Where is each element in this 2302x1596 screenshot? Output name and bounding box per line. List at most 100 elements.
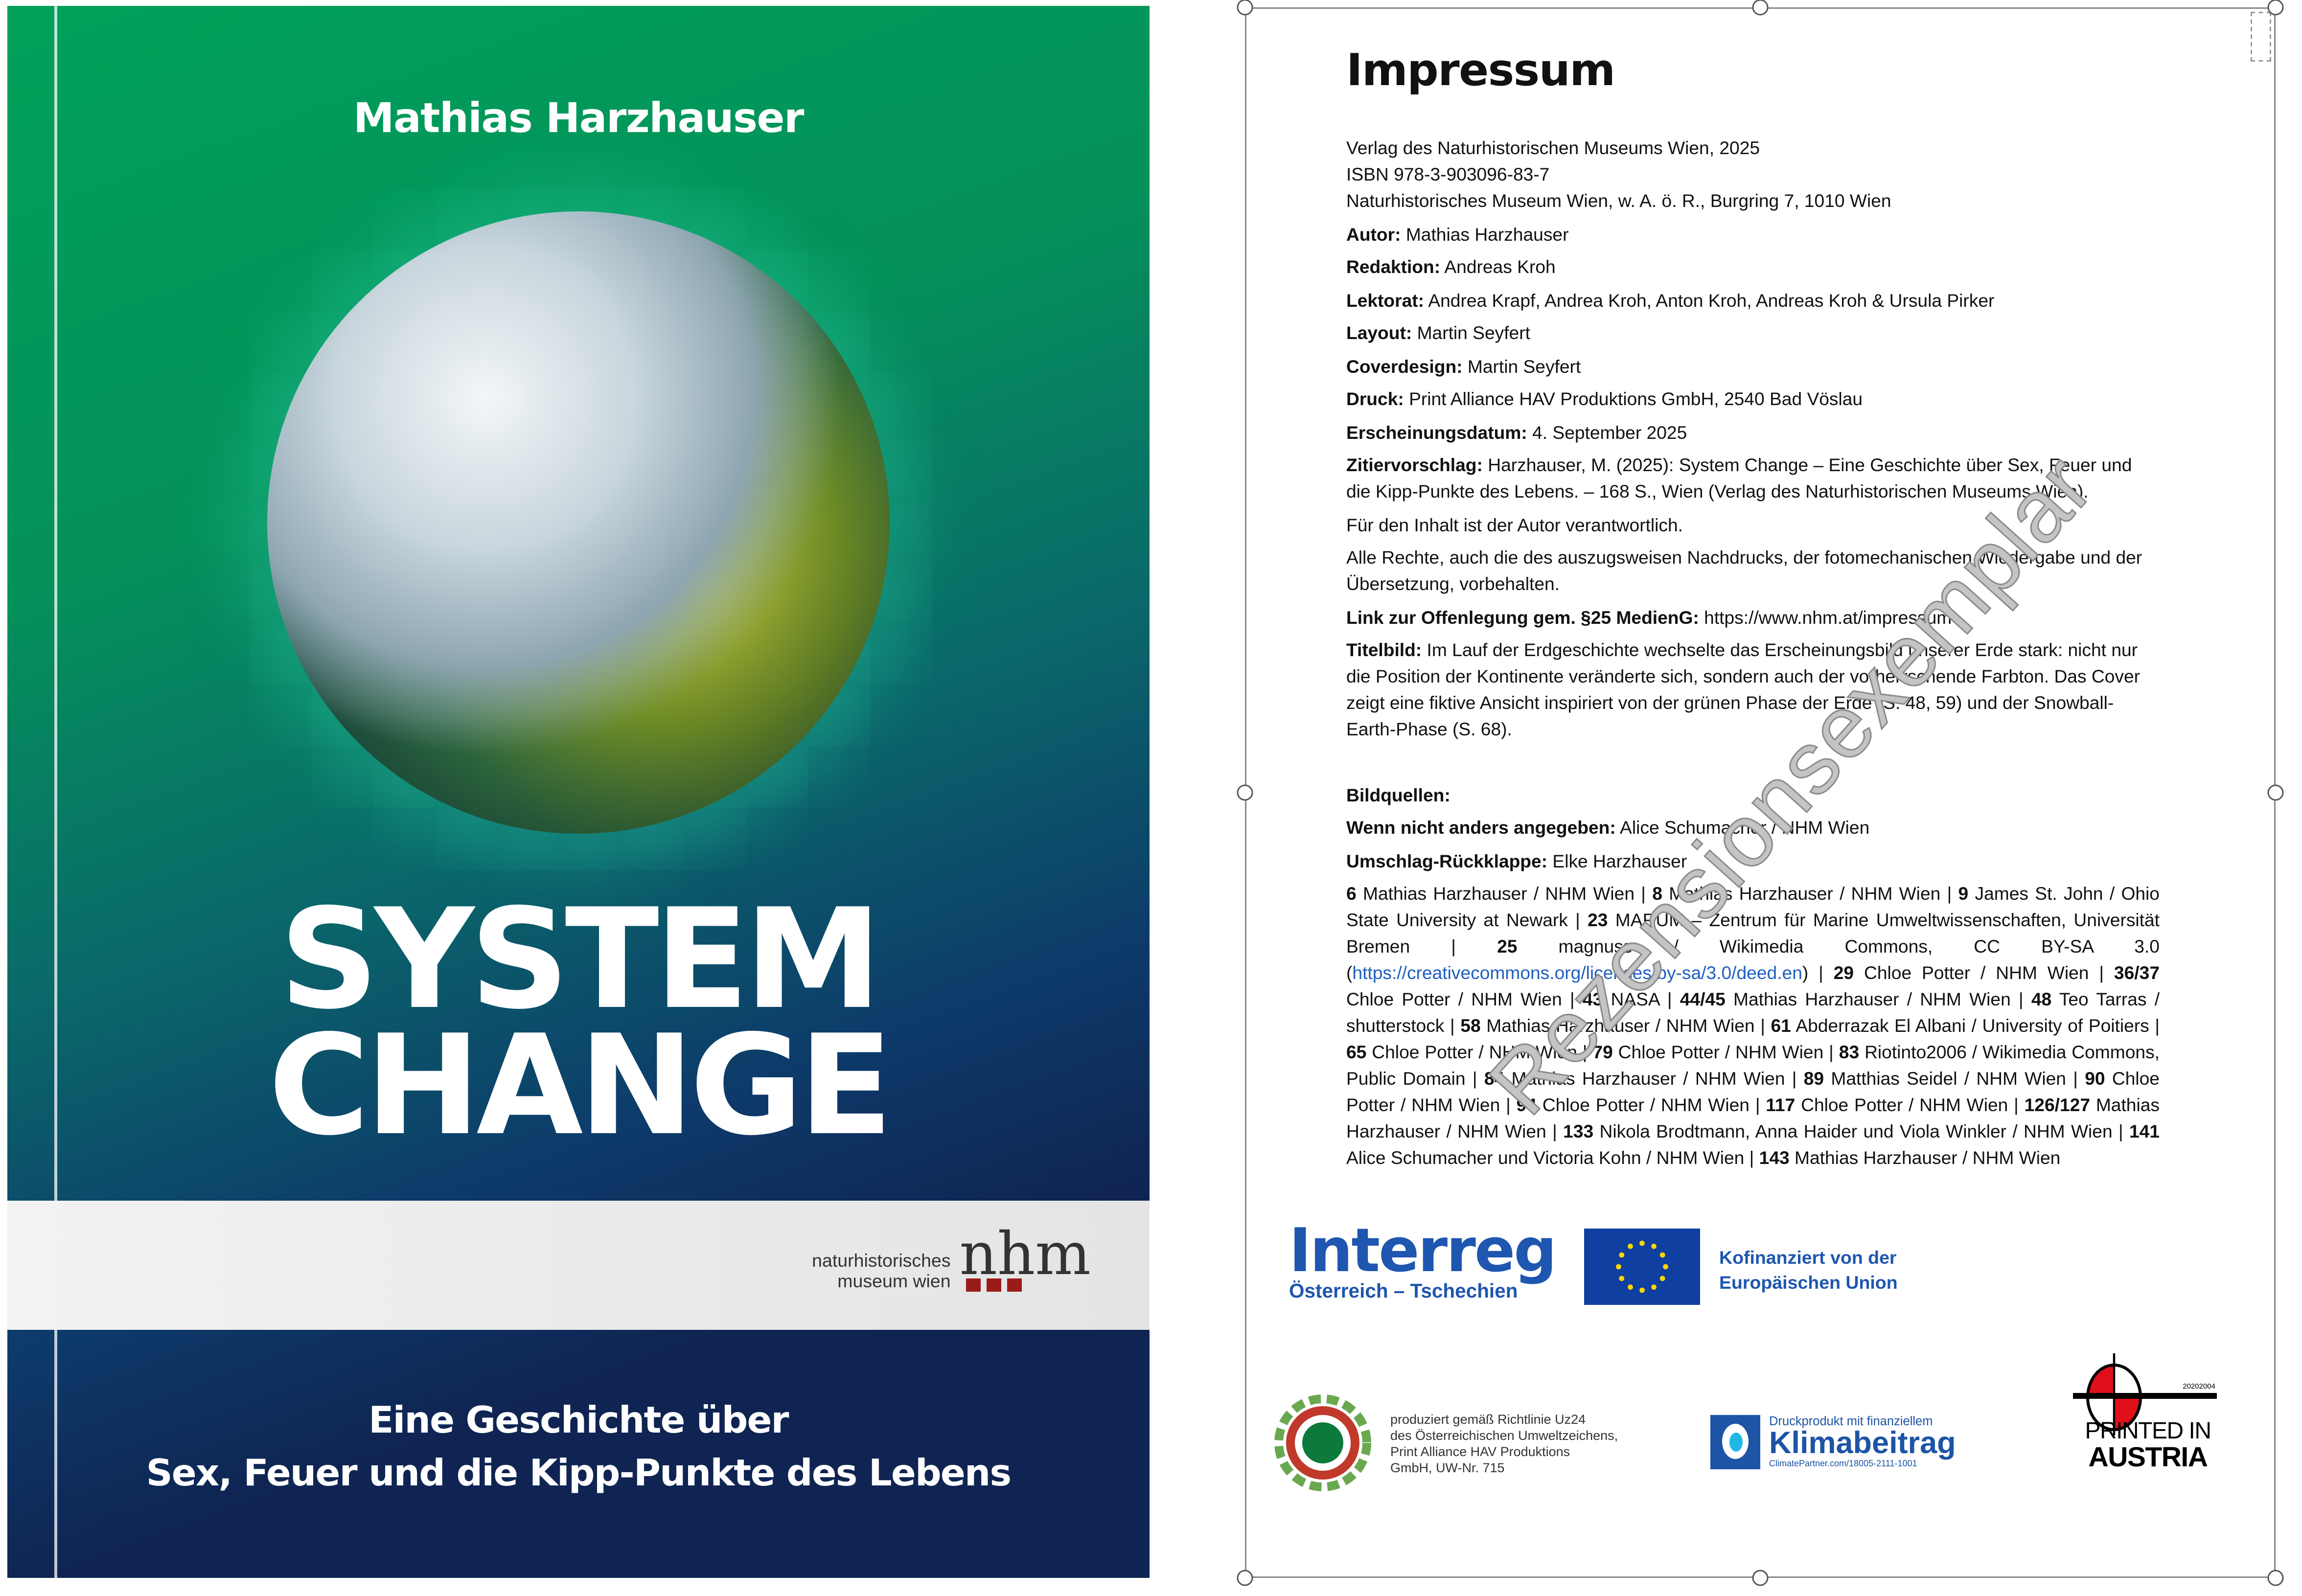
credit-page: 83 (1839, 1042, 1860, 1063)
credit-page: 8 (1652, 884, 1662, 904)
credit-page: 65 (1346, 1042, 1367, 1063)
credit-source: Mathias Harzhauser / NHM Wien (1789, 1148, 2061, 1168)
impressum-field: Coverdesign: Martin Seyfert (1346, 356, 1581, 377)
cover-subtitle: Eine Geschichte über Sex, Feuer und die … (146, 1399, 1012, 1494)
umweltzeichen-logo-icon (1274, 1394, 1371, 1491)
credit-page: 126/127 (2024, 1095, 2091, 1116)
credit-page: 9 (1958, 884, 1969, 904)
resize-handle-w[interactable] (1237, 784, 1253, 801)
eu-star (1616, 1264, 1621, 1270)
resize-handle-e[interactable] (2267, 784, 2284, 801)
resize-handle-s[interactable] (1752, 1570, 1769, 1586)
credit-page: 90 (2085, 1069, 2105, 1089)
credit-page: 58 (1460, 1016, 1481, 1036)
resize-handle-se[interactable] (2267, 1570, 2284, 1586)
klimabeitrag-logo: Druckprodukt mit finanziellem Klimabeitr… (1710, 1414, 1956, 1469)
interreg-logo: Interreg Österreich – Tschechien (1289, 1215, 1557, 1302)
impressum-field: Layout: Martin Seyfert (1346, 323, 1530, 343)
credit-page: 36/37 (2114, 963, 2160, 983)
eu-star (1663, 1264, 1668, 1270)
impressum-content: Impressum Verlag des Naturhistorischen M… (1346, 44, 2160, 1178)
impressum-field: Erscheinungsdatum: 4. September 2025 (1346, 422, 1687, 443)
climatepartner-icon (1710, 1414, 1760, 1469)
image-sources-heading: Bildquellen: (1346, 784, 1450, 805)
eu-star (1639, 1240, 1645, 1246)
credit-page: 143 (1759, 1148, 1790, 1168)
credit-page: 61 (1771, 1016, 1791, 1036)
cover-title-line1: SYSTEM (279, 881, 882, 1041)
credit-page: 25 (1497, 936, 1518, 957)
eu-star (1651, 1284, 1657, 1290)
responsibility-note: Für den Inhalt ist der Autor verantwortl… (1346, 514, 1683, 535)
eu-star (1651, 1243, 1657, 1249)
eu-star (1619, 1252, 1625, 1258)
credit-source: Mathias Harzhauser / NHM Wien (1504, 1069, 1785, 1089)
credit-source: James St. John / Ohio State University a… (1346, 884, 2160, 931)
nhm-logo-line2: museum wien (837, 1271, 951, 1292)
umweltzeichen-text: produziert gemäß Richtlinie Uz24 des Öst… (1390, 1412, 1618, 1475)
credit-source: Chloe Potter / NHM Wien (1536, 1095, 1750, 1116)
impressum-field: Druck: Print Alliance HAV Produktions Gm… (1346, 389, 1863, 410)
credit-source: Abderrazak El Albani / University of Poi… (1791, 1016, 2149, 1036)
back-flap-source: Umschlag-Rückklappe: Elke Harzhauser (1346, 850, 1687, 871)
credit-source: Chloe Potter / NHM Wien (1612, 1042, 1824, 1063)
impressum-heading: Impressum (1346, 46, 1615, 97)
disclosure-link: Link zur Offenlegung gem. §25 MedienG: h… (1346, 607, 1952, 628)
credit-source: Mathias Harzhauser / NHM Wien (1346, 1095, 2160, 1142)
layout-options-icon[interactable] (2251, 12, 2271, 62)
credit-source: Chloe Potter / NHM Wien (1346, 989, 1562, 1010)
credit-page: 44/45 (1680, 989, 1726, 1010)
credit-page: 141 (2129, 1121, 2160, 1142)
credit-page: 94 (1516, 1095, 1537, 1116)
credit-page: 84 (1484, 1069, 1505, 1089)
rights-note: Alle Rechte, auch die des auszugsweisen … (1346, 547, 2142, 594)
credit-page: 48 (2031, 989, 2052, 1010)
cover-image-note: Titelbild: Im Lauf der Erdgeschichte wec… (1346, 640, 2141, 740)
spine-line (54, 6, 57, 1578)
credit-source: MARUM – Zentrum für Marine Umweltwissens… (1346, 910, 2160, 957)
credit-source: Chloe Potter / NHM Wien (1366, 1042, 1577, 1063)
globe-image (267, 211, 890, 834)
publisher-info: Verlag des Naturhistorischen Museums Wie… (1346, 138, 1891, 211)
credit-source: Riotinto2006 / Wikimedia Commons, Public… (1346, 1042, 2160, 1089)
credit-source: Mathias Harzhauser / NHM Wien (1662, 884, 1941, 904)
credit-page: 6 (1346, 884, 1357, 904)
credit-source: Chloe Potter / NHM Wien (1854, 963, 2089, 983)
impressum-field: Autor: Mathias Harzhauser (1346, 224, 1569, 245)
impressum-fields: Autor: Mathias Harzhauser Redaktion: Andr… (1346, 221, 2160, 505)
credit-source: Matthias Seidel / NHM Wien (1824, 1069, 2066, 1089)
credit-source: Teo Tarras / shutterstock (1346, 989, 2160, 1036)
credit-source: NASA (1603, 989, 1659, 1010)
cover-title-line2: CHANGE (268, 1007, 893, 1167)
eu-star (1659, 1252, 1665, 1258)
default-source: Wenn nicht anders angegeben: Alice Schum… (1346, 818, 1870, 838)
credit-page: 29 (1833, 963, 1854, 983)
impressum-field: Zitiervorschlag: Harzhauser, M. (2025): … (1346, 455, 2132, 502)
credit-source: magnuss / Wikimedia Commons, CC BY-SA 3.… (1346, 936, 2160, 983)
eu-star (1628, 1284, 1633, 1290)
nhm-logo: naturhistorisches museum wien nhm (812, 1226, 1091, 1292)
eu-star (1659, 1276, 1665, 1281)
credit-source: Nikola Brodtmann, Anna Haider und Viola … (1593, 1121, 2113, 1142)
eu-star (1628, 1243, 1633, 1249)
credit-source: Mathias Harzhauser / NHM Wien (1725, 989, 2011, 1010)
credit-source: Mathias Harzhauser / NHM Wien (1356, 884, 1635, 904)
credit-source: Mathias Harzhauser / NHM Wien (1480, 1016, 1755, 1036)
credit-page: 133 (1563, 1121, 1594, 1142)
license-link[interactable]: https://creativecommons.org/licenses/by-… (1352, 963, 1802, 983)
eu-star (1619, 1276, 1625, 1281)
nhm-mark: nhm (960, 1226, 1091, 1292)
credit-page: 23 (1588, 910, 1608, 931)
resize-handle-ne[interactable] (2267, 0, 2284, 16)
credit-source: Chloe Potter / NHM Wien (1795, 1095, 2008, 1116)
eu-cofunding-text: Kofinanziert von der Europäischen Union (1719, 1248, 1898, 1293)
publisher-band: naturhistorisches museum wien nhm (7, 1201, 1150, 1330)
eu-flag-icon (1584, 1229, 1700, 1305)
pia-number: 20202004 (2183, 1382, 2215, 1391)
book-cover: Mathias Harzhauser SYSTEM CHANGE naturhi… (7, 6, 1150, 1578)
cover-author: Mathias Harzhauser (353, 94, 804, 142)
resize-handle-n[interactable] (1752, 0, 1769, 16)
resize-handle-sw[interactable] (1237, 1570, 1253, 1586)
printed-in-austria-text: PRINTED IN AUSTRIA (2085, 1419, 2211, 1474)
resize-handle-nw[interactable] (1237, 0, 1253, 16)
